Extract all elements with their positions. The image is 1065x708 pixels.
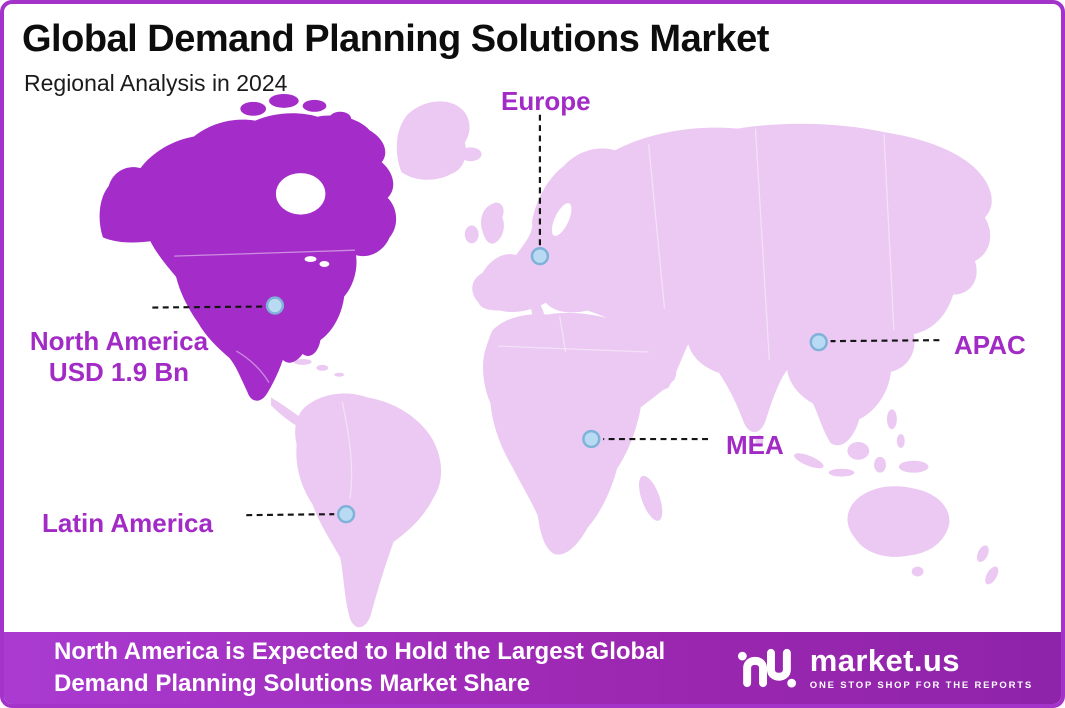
landmass-victoria-island — [289, 117, 316, 132]
page-subtitle: Regional Analysis in 2024 — [24, 70, 288, 96]
landmass-eurasia — [472, 123, 992, 446]
landmass-japan-kyushu — [938, 274, 950, 289]
world-map — [99, 93, 999, 628]
footer-banner: North America is Expected to Hold the La… — [4, 632, 1061, 704]
landmass-philippines-north — [886, 409, 897, 430]
continents-base — [270, 101, 999, 628]
great-lake-2 — [319, 261, 330, 267]
leader-lines — [152, 114, 940, 517]
page-title: Global Demand Planning Solutions Market — [22, 18, 769, 60]
landmass-greenland — [396, 101, 470, 180]
footer-text: North America is Expected to Hold the La… — [54, 636, 665, 699]
region-label-north-america-name: North America — [29, 326, 209, 356]
leader-line-north-america — [152, 305, 265, 309]
landmass-iceland — [459, 147, 482, 162]
region-label-apac: APAC — [954, 330, 1026, 360]
landmass-java — [828, 468, 855, 477]
region-markers — [265, 246, 828, 524]
leader-line-apac — [830, 339, 940, 343]
landmass-cuba — [293, 358, 312, 365]
landmass-new-zealand-north — [977, 545, 989, 563]
leader-line-latin-america — [246, 513, 335, 517]
landmass-ireland — [464, 225, 479, 244]
landmass-australia — [847, 486, 950, 557]
footer-text-line1: North America is Expected to Hold the La… — [54, 638, 666, 666]
landmass-antilles — [334, 372, 345, 377]
landmass-arctic-island-3 — [302, 99, 327, 112]
landmass-baffin-island — [337, 130, 371, 175]
landmass-new-guinea — [898, 460, 929, 473]
footer-text-line2: Demand Planning Solutions Market Share — [54, 670, 531, 697]
water-details — [275, 173, 572, 267]
landmass-tasmania — [911, 566, 924, 577]
marker-latin-america — [336, 505, 356, 524]
landmass-sumatra — [794, 453, 824, 469]
great-lake-1 — [304, 256, 317, 263]
landmass-uk — [481, 202, 504, 244]
region-label-latin-america: Latin America — [42, 508, 213, 538]
landmass-arctic-island-4 — [329, 111, 352, 126]
brand-tagline: ONE STOP SHOP FOR THE REPORTS — [809, 680, 1033, 691]
market-us-logo-text: market.us ONE STOP SHOP FOR THE REPORTS — [810, 645, 1033, 691]
region-label-europe: Europe — [501, 86, 591, 116]
market-us-logo: market.us ONE STOP SHOP FOR THE REPORTS — [736, 645, 1033, 691]
market-us-logo-icon — [737, 648, 796, 688]
landmass-borneo — [847, 441, 870, 460]
landmass-japan-honshu — [947, 246, 967, 272]
landmass-madagascar — [638, 475, 663, 521]
header: Global Demand Planning Solutions Market … — [4, 4, 769, 97]
marker-europe — [530, 246, 550, 266]
region-label-north-america: North America USD 1.9 Bn — [14, 326, 224, 388]
landmass-hispaniola — [316, 364, 329, 371]
landmass-sulawesi — [874, 456, 886, 473]
marker-apac — [809, 332, 828, 352]
hudson-bay — [275, 173, 326, 215]
landmass-new-zealand-south — [985, 566, 999, 585]
landmass-arctic-island-2 — [269, 93, 299, 108]
landmass-philippines-south — [896, 434, 905, 448]
marker-mea — [582, 429, 601, 449]
landmass-central-america — [270, 397, 307, 429]
marker-north-america — [265, 296, 285, 315]
region-value-north-america: USD 1.9 Bn — [48, 357, 190, 388]
landmass-south-america — [295, 393, 442, 628]
brand-name: market.us — [809, 643, 960, 678]
landmass-japan-hokkaido — [962, 229, 974, 246]
baltic-sea — [551, 203, 572, 236]
landmass-sri-lanka — [755, 435, 764, 447]
landmass-africa — [483, 312, 677, 555]
landmass-arctic-island-1 — [240, 101, 267, 116]
country-borders — [174, 128, 895, 499]
region-label-mea: MEA — [726, 430, 784, 460]
